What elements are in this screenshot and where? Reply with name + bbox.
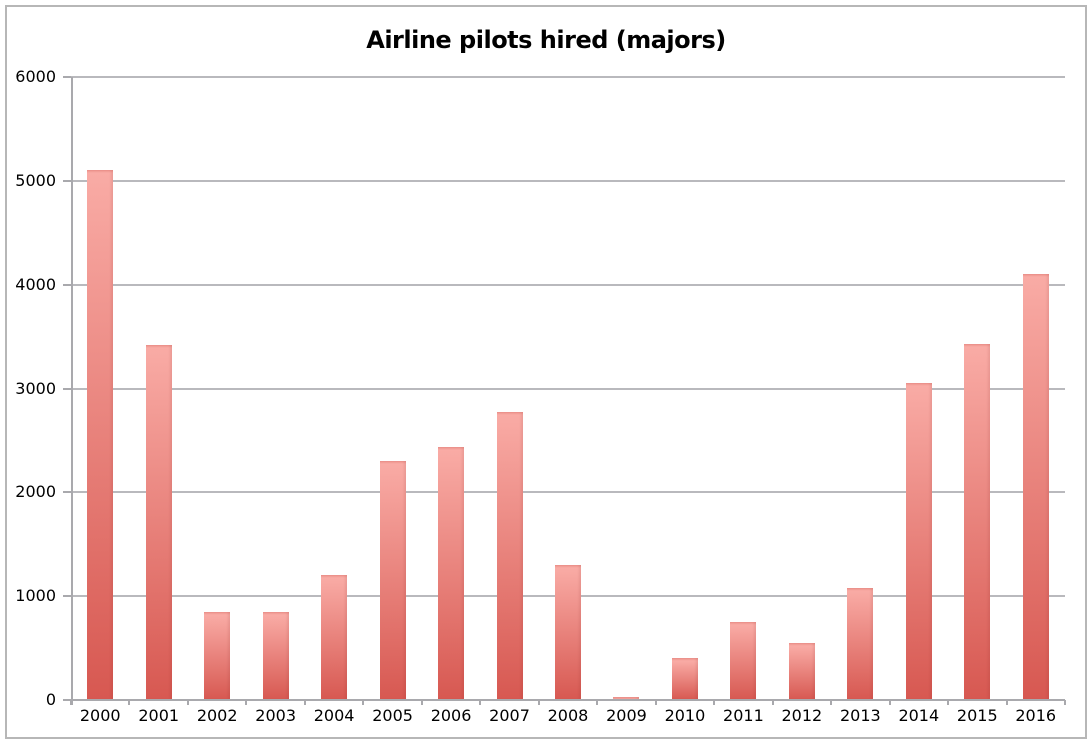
bar-slot-2003 (246, 77, 304, 700)
bar-2006 (438, 446, 465, 700)
x-axis-label-2005: 2005 (372, 706, 413, 725)
bar-slot-2013 (831, 77, 889, 700)
gridline-3000 (71, 388, 1065, 390)
y-axis-label-1000: 1000 (15, 586, 56, 605)
bar-slot-2015 (948, 77, 1006, 700)
bar-2003 (262, 611, 289, 700)
bar-2000 (87, 170, 114, 700)
x-tick-4 (304, 700, 306, 705)
x-axis-label-2010: 2010 (664, 706, 706, 725)
y-tick-4000 (63, 284, 71, 286)
bar-2005 (379, 461, 406, 700)
x-axis-label-2000: 2000 (79, 706, 121, 725)
x-tick-11 (713, 700, 715, 705)
x-axis-label-2007: 2007 (489, 706, 530, 725)
y-axis-label-2000: 2000 (15, 482, 56, 501)
bar-2007 (496, 412, 523, 700)
x-axis-label-2014: 2014 (898, 706, 940, 725)
bar-slot-2011 (714, 77, 772, 700)
y-tick-2000 (63, 491, 71, 493)
x-tick-7 (479, 700, 481, 705)
x-tick-8 (538, 700, 540, 705)
x-axis-label-2002: 2002 (196, 706, 238, 725)
x-tick-2 (187, 700, 189, 705)
x-tick-5 (362, 700, 364, 705)
x-axis-label-2004: 2004 (313, 706, 355, 725)
bar-slot-2016 (1007, 77, 1065, 700)
bar-2012 (788, 642, 815, 700)
x-tick-6 (421, 700, 423, 705)
bar-slot-2009 (597, 77, 655, 700)
y-tick-1000 (63, 595, 71, 597)
bar-2004 (321, 575, 348, 700)
gridline-4000 (71, 284, 1065, 286)
bar-slot-2005 (363, 77, 421, 700)
bar-slot-2014 (890, 77, 948, 700)
y-tick-6000 (63, 76, 71, 78)
y-tick-3000 (63, 388, 71, 390)
bar-slot-2002 (188, 77, 246, 700)
x-axis-label-2009: 2009 (606, 706, 647, 725)
x-tick-3 (245, 700, 247, 705)
y-tick-5000 (63, 180, 71, 182)
x-tick-1 (128, 700, 130, 705)
y-axis-label-3000: 3000 (15, 379, 56, 398)
x-axis-line (71, 699, 1065, 701)
y-axis-line (71, 77, 73, 705)
x-axis-label-2012: 2012 (781, 706, 823, 725)
x-tick-17 (1064, 700, 1066, 705)
bar-slot-2007 (480, 77, 538, 700)
gridline-2000 (71, 491, 1065, 493)
bar-slot-2010 (656, 77, 714, 700)
x-axis-labels: 2000 2001 2002 2003 2004 2005 2006 2007 2008 2009… (71, 706, 1065, 726)
x-tick-9 (596, 700, 598, 705)
x-tick-14 (889, 700, 891, 705)
y-axis-label-5000: 5000 (15, 171, 56, 190)
y-axis-label-0: 0 (45, 690, 56, 709)
y-axis-label-6000: 6000 (15, 67, 56, 86)
x-axis-label-2016: 2016 (1015, 706, 1057, 725)
bar-2011 (730, 622, 757, 700)
x-axis-label-2006: 2006 (430, 706, 472, 725)
bar-2009 (613, 696, 640, 700)
bar-2010 (671, 658, 698, 700)
gridline-5000 (71, 180, 1065, 182)
x-axis-label-2015: 2015 (956, 706, 998, 725)
x-tick-15 (947, 700, 949, 705)
bar-slot-2000 (71, 77, 129, 700)
x-tick-13 (830, 700, 832, 705)
x-axis-label-2013: 2013 (839, 706, 881, 725)
bar-2002 (204, 611, 231, 700)
x-axis-label-2001: 2001 (138, 706, 180, 725)
x-tick-10 (655, 700, 657, 705)
bar-slot-2008 (539, 77, 597, 700)
bar-slot-2001 (129, 77, 187, 700)
x-tick-0 (70, 700, 72, 705)
y-axis-label-4000: 4000 (15, 275, 56, 294)
bar-2014 (905, 383, 932, 700)
x-tick-16 (1006, 700, 1008, 705)
bar-2016 (1022, 274, 1049, 700)
gridline-6000 (71, 76, 1065, 78)
bar-slot-2012 (773, 77, 831, 700)
bar-slot-2004 (305, 77, 363, 700)
bar-2015 (964, 343, 991, 700)
bar-2008 (554, 565, 581, 700)
bar-2001 (145, 344, 172, 700)
bars-layer (71, 77, 1065, 700)
y-tick-0 (63, 699, 71, 701)
x-tick-12 (772, 700, 774, 705)
chart-title: Airline pilots hired (majors) (366, 26, 726, 54)
x-axis-label-2008: 2008 (547, 706, 589, 725)
x-axis-label-2003: 2003 (255, 706, 296, 725)
bar-slot-2006 (422, 77, 480, 700)
x-axis-label-2011: 2011 (723, 706, 764, 725)
bar-2013 (847, 587, 874, 700)
